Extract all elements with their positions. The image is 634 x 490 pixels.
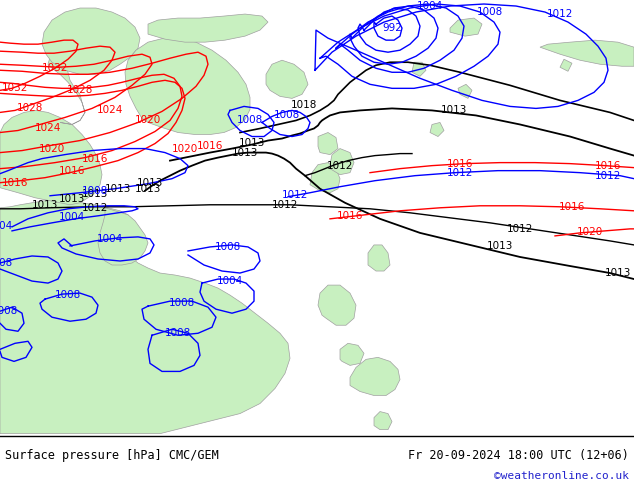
Polygon shape: [340, 343, 364, 366]
Text: 1018: 1018: [291, 100, 317, 110]
Text: 1013: 1013: [239, 138, 265, 147]
Polygon shape: [412, 62, 426, 76]
Polygon shape: [430, 122, 444, 137]
Text: 1012: 1012: [281, 190, 308, 200]
Polygon shape: [458, 84, 472, 98]
Text: 1028: 1028: [17, 103, 43, 113]
Text: 1028: 1028: [67, 85, 93, 96]
Text: 1008: 1008: [82, 186, 108, 196]
Text: 1012: 1012: [595, 171, 621, 181]
Polygon shape: [125, 38, 250, 135]
Text: 1008: 1008: [477, 7, 503, 17]
Text: 1016: 1016: [2, 178, 28, 188]
Text: 992: 992: [382, 23, 402, 33]
Polygon shape: [0, 110, 102, 205]
Text: 1012: 1012: [507, 224, 533, 234]
Text: 1012: 1012: [327, 161, 353, 171]
Text: 1013: 1013: [605, 268, 631, 278]
Text: 1004: 1004: [0, 221, 13, 231]
Text: 1012: 1012: [547, 9, 573, 19]
Text: 1008: 1008: [274, 110, 300, 121]
Polygon shape: [98, 208, 148, 265]
Text: 1013: 1013: [441, 105, 467, 116]
Text: 1032: 1032: [2, 83, 28, 93]
Polygon shape: [560, 59, 572, 71]
Text: 1020: 1020: [39, 144, 65, 153]
Polygon shape: [368, 245, 390, 271]
Polygon shape: [310, 163, 340, 193]
Text: 1004: 1004: [217, 276, 243, 286]
Text: 1008: 1008: [0, 306, 18, 316]
Text: 1016: 1016: [82, 153, 108, 164]
Text: 1013: 1013: [137, 178, 163, 188]
Text: 1004: 1004: [59, 212, 85, 222]
Polygon shape: [450, 18, 482, 36]
Polygon shape: [48, 54, 85, 124]
Polygon shape: [374, 412, 392, 430]
Text: 1016: 1016: [337, 211, 363, 221]
Text: 1013: 1013: [82, 189, 108, 199]
Polygon shape: [0, 200, 290, 434]
Text: 1032: 1032: [42, 63, 68, 74]
Text: Surface pressure [hPa] CMC/GEM: Surface pressure [hPa] CMC/GEM: [5, 448, 219, 462]
Text: 1008: 1008: [169, 298, 195, 308]
Polygon shape: [42, 8, 140, 74]
Text: 1016: 1016: [559, 202, 585, 212]
Text: 1020: 1020: [577, 227, 603, 237]
Text: 1020: 1020: [172, 144, 198, 153]
Polygon shape: [148, 14, 268, 42]
Text: 1008: 1008: [165, 328, 191, 338]
Text: 1012: 1012: [82, 203, 108, 213]
Text: 1012: 1012: [272, 200, 298, 210]
Polygon shape: [540, 40, 634, 66]
Text: 1008: 1008: [237, 116, 263, 125]
Text: 1020: 1020: [135, 116, 161, 125]
Text: 1024: 1024: [35, 123, 61, 133]
Text: 1016: 1016: [447, 159, 473, 169]
Text: 1008: 1008: [215, 242, 241, 252]
Polygon shape: [330, 148, 354, 174]
Text: 1016: 1016: [595, 161, 621, 171]
Text: Fr 20-09-2024 18:00 UTC (12+06): Fr 20-09-2024 18:00 UTC (12+06): [408, 448, 629, 462]
Text: 1008: 1008: [55, 290, 81, 300]
Text: 1013: 1013: [32, 200, 58, 210]
Text: 1013: 1013: [105, 184, 131, 194]
Polygon shape: [318, 132, 338, 154]
Text: 1004: 1004: [417, 1, 443, 11]
Text: 1004: 1004: [97, 234, 123, 244]
Text: 1013: 1013: [135, 184, 161, 194]
Text: 1013: 1013: [232, 147, 258, 158]
Text: ©weatheronline.co.uk: ©weatheronline.co.uk: [494, 471, 629, 481]
Text: 1024: 1024: [97, 105, 123, 116]
Polygon shape: [266, 60, 308, 98]
Polygon shape: [318, 285, 356, 325]
Polygon shape: [350, 357, 400, 395]
Text: 1013: 1013: [59, 194, 85, 204]
Text: 1012: 1012: [447, 168, 473, 178]
Text: 1008: 1008: [0, 258, 13, 268]
Text: 1016: 1016: [59, 166, 85, 175]
Text: 1013: 1013: [487, 241, 513, 251]
Text: 1016: 1016: [197, 141, 223, 150]
